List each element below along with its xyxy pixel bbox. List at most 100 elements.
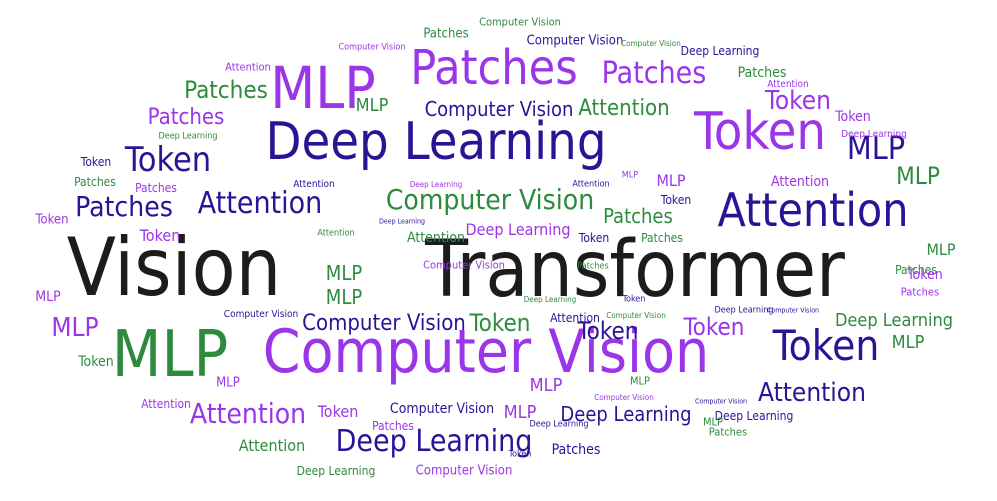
- word-token: Token: [683, 313, 745, 341]
- word-patches: Patches: [603, 204, 673, 228]
- word-patches: Patches: [601, 56, 707, 91]
- word-computer-vision: Computer Vision: [606, 311, 666, 320]
- word-patches: Patches: [551, 442, 601, 458]
- word-computer-vision: Computer Vision: [338, 42, 406, 53]
- word-patches: Patches: [372, 419, 414, 433]
- word-patches: Patches: [423, 26, 469, 42]
- word-computer-vision: Computer Vision: [262, 317, 710, 387]
- word-deep-learning: Deep Learning: [529, 419, 589, 430]
- word-attention: Attention: [225, 60, 271, 74]
- word-patches: Patches: [75, 190, 173, 223]
- word-mlp: MLP: [355, 95, 389, 116]
- word-attention: Attention: [572, 179, 610, 190]
- word-transformer: Transformer: [425, 225, 845, 315]
- word-mlp: MLP: [325, 261, 363, 285]
- word-deep-learning: Deep Learning: [714, 409, 794, 423]
- word-mlp: MLP: [702, 415, 724, 429]
- word-token: Token: [772, 321, 880, 370]
- word-computer-vision: Computer Vision: [385, 183, 595, 216]
- word-mlp: MLP: [656, 171, 686, 190]
- word-attention: Attention: [141, 397, 191, 411]
- word-computer-vision: Computer Vision: [766, 306, 820, 315]
- word-attention: Attention: [578, 96, 670, 121]
- word-patches: Patches: [74, 175, 116, 189]
- word-token: Token: [508, 449, 532, 460]
- word-deep-learning: Deep Learning: [409, 180, 463, 189]
- word-attention: Attention: [406, 230, 466, 246]
- word-mlp: MLP: [846, 129, 906, 167]
- word-attention: Attention: [770, 174, 830, 190]
- word-computer-vision: Computer Vision: [415, 463, 513, 479]
- word-attention: Attention: [238, 436, 306, 455]
- word-mlp: MLP: [51, 313, 99, 343]
- word-token: Token: [469, 309, 531, 337]
- word-mlp: MLP: [325, 285, 363, 309]
- word-mlp: MLP: [216, 375, 240, 391]
- word-computer-vision: Computer Vision: [594, 393, 654, 402]
- word-patches: Patches: [641, 231, 683, 245]
- word-mlp: MLP: [35, 289, 61, 305]
- word-mlp: MLP: [926, 240, 956, 259]
- word-attention: Attention: [189, 397, 307, 430]
- word-computer-vision: Computer Vision: [621, 39, 681, 48]
- word-computer-vision: Computer Vision: [223, 309, 299, 320]
- word-mlp: MLP: [529, 375, 563, 396]
- word-mlp: MLP: [270, 54, 376, 122]
- word-deep-learning: Deep Learning: [714, 305, 774, 316]
- word-mlp: MLP: [891, 332, 925, 353]
- word-token: Token: [80, 155, 112, 169]
- word-deep-learning: Deep Learning: [834, 310, 954, 331]
- word-token: Token: [764, 86, 832, 116]
- word-deep-learning: Deep Learning: [465, 220, 571, 239]
- word-patches: Patches: [900, 285, 940, 299]
- word-patches: Patches: [184, 76, 268, 104]
- word-computer-vision: Computer Vision: [424, 97, 574, 121]
- word-vision: Vision: [66, 221, 282, 314]
- word-token: Token: [317, 402, 359, 421]
- word-mlp: MLP: [621, 170, 639, 181]
- word-deep-learning: Deep Learning: [265, 112, 607, 172]
- word-patches: Patches: [577, 261, 609, 272]
- word-token: Token: [693, 102, 827, 162]
- word-token: Token: [577, 317, 639, 345]
- word-token: Token: [907, 267, 943, 283]
- word-attention: Attention: [317, 228, 355, 239]
- word-deep-learning: Deep Learning: [680, 44, 760, 58]
- word-token: Token: [78, 354, 114, 370]
- word-computer-vision: Computer Vision: [389, 401, 495, 417]
- word-deep-learning: Deep Learning: [841, 129, 907, 140]
- word-attention: Attention: [197, 186, 323, 221]
- word-mlp: MLP: [111, 318, 229, 392]
- word-token: Token: [622, 294, 646, 305]
- word-token: Token: [835, 109, 871, 125]
- word-patches: Patches: [895, 263, 937, 277]
- word-attention: Attention: [550, 311, 600, 325]
- word-token: Token: [35, 212, 69, 228]
- word-mlp: MLP: [503, 402, 537, 423]
- word-attention: Attention: [758, 378, 866, 408]
- word-computer-vision: Computer Vision: [526, 33, 624, 49]
- word-token: Token: [578, 231, 610, 245]
- word-patches: Patches: [135, 181, 177, 195]
- word-patches: Patches: [147, 105, 225, 130]
- word-deep-learning: Deep Learning: [335, 424, 533, 459]
- word-computer-vision: Computer Vision: [479, 15, 561, 29]
- word-attention: Attention: [767, 79, 809, 90]
- word-token: Token: [124, 140, 212, 180]
- word-deep-learning: Deep Learning: [379, 217, 425, 226]
- word-deep-learning: Deep Learning: [296, 464, 376, 478]
- word-attention: Attention: [293, 179, 335, 190]
- word-patches: Patches: [410, 40, 578, 96]
- word-token: Token: [660, 193, 692, 207]
- word-deep-learning: Deep Learning: [523, 295, 577, 304]
- word-attention: Attention: [717, 183, 909, 237]
- word-token: Token: [139, 226, 181, 245]
- word-mlp: MLP: [629, 374, 651, 388]
- word-patches: Patches: [737, 65, 787, 81]
- word-computer-vision: Computer Vision: [302, 311, 466, 336]
- word-computer-vision: Computer Vision: [694, 397, 748, 406]
- word-deep-learning: Deep Learning: [158, 131, 218, 142]
- word-deep-learning: Deep Learning: [560, 402, 692, 426]
- word-patches: Patches: [708, 425, 748, 439]
